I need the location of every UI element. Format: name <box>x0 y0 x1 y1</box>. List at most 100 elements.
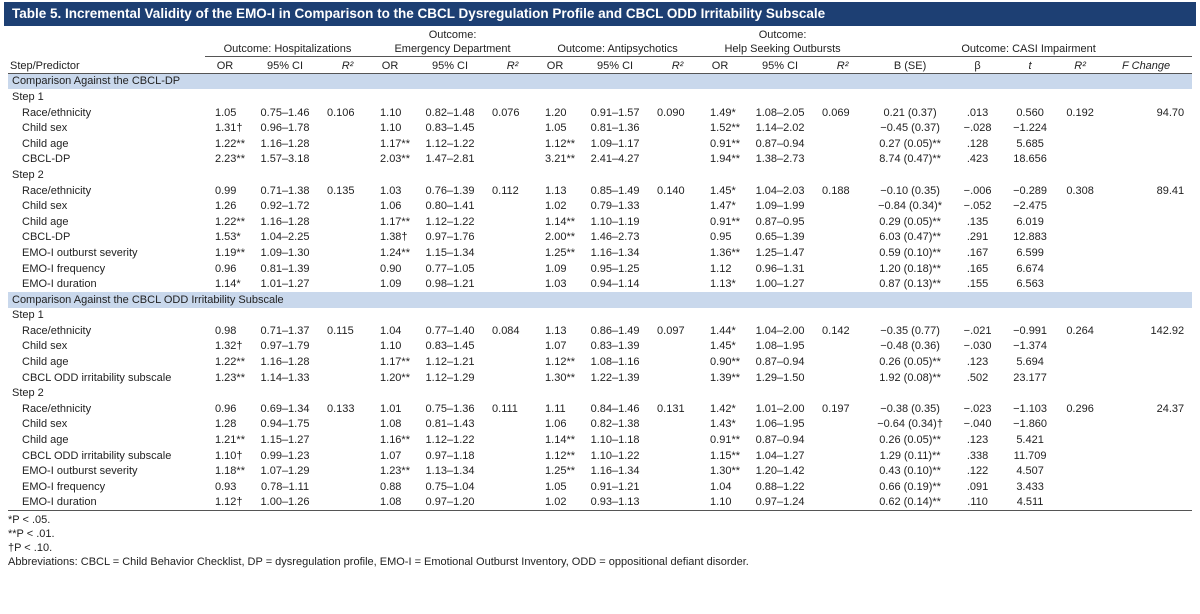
cell-value: 1.24** <box>380 246 410 259</box>
cell-value: .122 <box>966 465 989 478</box>
cell-value: 0.97–1.24 <box>755 496 805 509</box>
cell-value: 1.21** <box>215 434 245 447</box>
data-row: CBCL-DP 1.53* 1.04–2.25 1.38† 0.97–1.76 2.00*… <box>8 230 1192 246</box>
column-header: R² <box>490 56 536 74</box>
cell-value: 1.17** <box>380 356 410 369</box>
cell-value: .110 <box>967 496 988 509</box>
empty-cell <box>1100 370 1192 386</box>
empty-cell <box>820 448 865 464</box>
cell-value: 1.26 <box>215 200 237 213</box>
cell-value: −.052 <box>963 200 992 213</box>
cell-value: 1.10† <box>215 449 243 462</box>
empty-cell <box>1100 120 1192 136</box>
empty-cell <box>1100 198 1192 214</box>
cell-value: 0.98–1.21 <box>425 278 475 291</box>
cell-value: .013 <box>966 106 989 119</box>
empty-cell <box>655 198 700 214</box>
cell-value: 0.87–0.95 <box>755 215 805 228</box>
cell-value: 5.421 <box>1016 434 1044 447</box>
cell-value: 1.25** <box>545 465 576 478</box>
empty-cell <box>490 463 535 479</box>
cell-value: 0.93–1.13 <box>590 496 640 509</box>
cell-value: −0.45 (0.37) <box>880 122 940 135</box>
cell-value: −1.374 <box>1013 340 1048 353</box>
cell-value: 1.12** <box>545 137 576 150</box>
column-header-row: Step/Predictor OR 95% CI R² OR 95% CI R² OR 95% … <box>8 56 1193 74</box>
group-header: Outcome: CASI Impairment <box>865 28 1193 57</box>
empty-cell <box>490 120 535 136</box>
empty-cell <box>655 152 700 168</box>
cell-value: 0.21 (0.37) <box>883 106 937 119</box>
column-header: 95% CI <box>740 56 821 74</box>
cell-value: 5.694 <box>1016 356 1044 369</box>
predictor: EMO-I outburst severity <box>22 246 138 259</box>
cell-value: 1.07–1.29 <box>260 465 310 478</box>
group-header: Outcome: Antipsychotics <box>535 28 701 57</box>
cell-value: 1.04–2.03 <box>755 184 805 197</box>
table-body: Comparison Against the CBCL-DP Step 1 Race… <box>8 73 1193 511</box>
empty-cell <box>655 463 700 479</box>
empty-cell <box>1100 479 1192 495</box>
cell-value: 1.09–1.17 <box>590 137 640 150</box>
cell-value: 0.133 <box>327 402 355 415</box>
cell-value: 1.12† <box>215 496 243 509</box>
footnote: *P < .05. <box>8 514 51 527</box>
column-header: 95% CI <box>245 56 325 74</box>
cell-value: 1.12–1.22 <box>425 434 475 447</box>
empty-cell <box>655 354 700 370</box>
cell-value: 0.131 <box>657 402 685 415</box>
footnote: **P < .01. <box>8 528 55 541</box>
results-table: Outcome: Hospitalizations Outcome: Emerge… <box>8 28 1193 511</box>
cell-value: 2.03** <box>380 153 410 166</box>
cell-value: 0.98 <box>215 324 237 337</box>
cell-value: 1.08–1.16 <box>590 356 640 369</box>
data-row: CBCL-DP 2.23** 1.57–3.18 2.03** 1.47–2.81 3.2… <box>8 152 1192 168</box>
cell-value: 1.46–2.73 <box>590 231 640 244</box>
cell-value: 1.45* <box>710 184 736 197</box>
cell-value: 0.96 <box>215 402 237 415</box>
empty-cell <box>325 479 370 495</box>
cell-value: 1.47* <box>710 200 736 213</box>
cell-value: 1.92 (0.08)** <box>879 371 941 384</box>
data-row: Child sex 1.31† 0.96–1.78 1.10 0.83–1.45 1.05… <box>8 120 1192 136</box>
empty-cell <box>1100 495 1192 511</box>
cell-value: 5.685 <box>1016 137 1044 150</box>
empty-cell <box>490 432 535 448</box>
cell-value: 0.76–1.39 <box>425 184 475 197</box>
empty-cell <box>1060 152 1100 168</box>
cell-value: 1.42* <box>710 402 736 415</box>
data-row: Child age 1.22** 1.16–1.28 1.17** 1.12–1.22 1… <box>8 214 1192 230</box>
cell-value: 1.16–1.34 <box>590 246 640 259</box>
group-header-row: Outcome: Hospitalizations Outcome: Emerge… <box>8 28 1193 57</box>
cell-value: −.040 <box>963 418 992 431</box>
cell-value: 11.709 <box>1013 449 1047 462</box>
cell-value: 1.38† <box>380 231 408 244</box>
cell-value: 1.20–1.42 <box>755 465 805 478</box>
empty-cell <box>820 370 865 386</box>
predictor: Child sex <box>22 122 68 135</box>
cell-value: 0.87 (0.13)** <box>879 278 941 291</box>
empty-cell <box>655 479 700 495</box>
empty-cell <box>820 339 865 355</box>
cell-value: 0.115 <box>327 324 354 337</box>
empty-cell <box>1060 354 1100 370</box>
cell-value: 0.87–0.94 <box>755 356 805 369</box>
empty-cell <box>655 370 700 386</box>
cell-value: 1.53* <box>215 231 241 244</box>
cell-value: 0.29 (0.05)** <box>879 215 941 228</box>
cell-value: 1.19** <box>215 246 245 259</box>
cell-value: 0.90** <box>710 356 741 369</box>
data-row: Child sex 1.28 0.94–1.75 1.08 0.81–1.43 1.06 0… <box>8 417 1192 433</box>
cell-value: −2.475 <box>1013 200 1048 213</box>
cell-value: 0.91** <box>710 215 741 228</box>
cell-value: −0.35 (0.77) <box>880 324 940 337</box>
empty-cell <box>1060 276 1100 292</box>
empty-cell <box>325 370 370 386</box>
empty-cell <box>490 448 535 464</box>
cell-value: 0.076 <box>492 106 520 119</box>
cell-value: 0.82–1.48 <box>425 106 475 119</box>
cell-value: 0.75–1.36 <box>425 402 475 415</box>
cell-value: 1.28 <box>215 418 237 431</box>
predictor: EMO-I frequency <box>22 262 106 275</box>
cell-value: 0.26 (0.05)** <box>879 356 941 369</box>
